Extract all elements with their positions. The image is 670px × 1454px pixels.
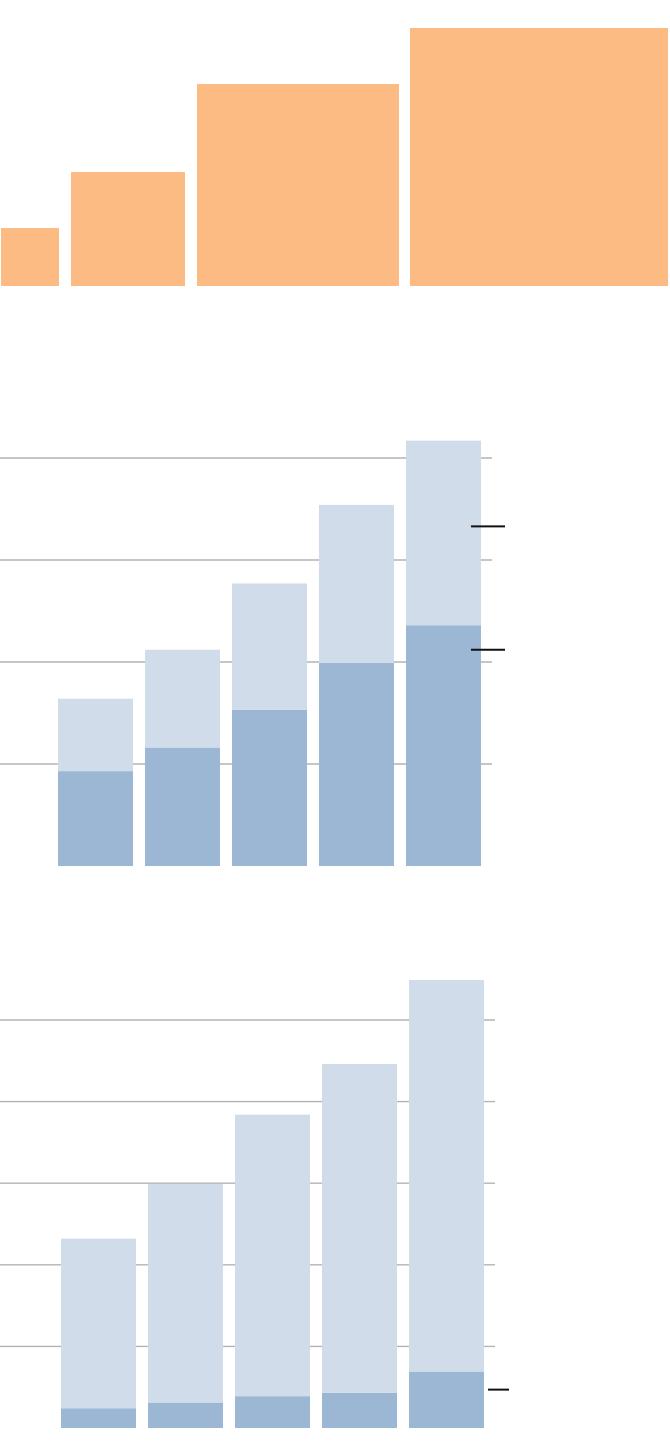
bottom-bar-5-bottom-segment: [409, 1371, 484, 1428]
middle-bar-4-bottom-segment: [319, 663, 394, 866]
bottom-bar-2-top-segment: [148, 1184, 223, 1403]
orange-bar-3: [197, 84, 399, 286]
bottom-bar-3-top-segment: [235, 1114, 310, 1397]
bottom-bar-1-bottom-segment: [61, 1408, 136, 1428]
bottom-bar-3-bottom-segment: [235, 1396, 310, 1428]
middle-bar-5-top-segment: [406, 440, 481, 626]
middle-bar-1-bottom-segment: [58, 771, 133, 866]
orange-bar-4: [410, 28, 668, 286]
bottom-bar-1-top-segment: [61, 1238, 136, 1409]
middle-bar-4-top-segment: [319, 504, 394, 664]
orange-bar-panel: [1, 28, 668, 286]
bottom-bar-5-top-segment: [409, 980, 484, 1372]
stacked-bar-panel-middle: [0, 440, 505, 866]
middle-bar-2-bottom-segment: [145, 747, 220, 866]
middle-bar-5-bottom-segment: [406, 625, 481, 866]
orange-bar-2: [71, 172, 185, 286]
stacked-bar-panel-bottom: [0, 980, 509, 1428]
middle-bar-1-top-segment: [58, 698, 133, 772]
bottom-bar-4-top-segment: [322, 1064, 397, 1393]
middle-bar-3-bottom-segment: [232, 709, 307, 866]
bottom-bar-2-bottom-segment: [148, 1402, 223, 1428]
bottom-bar-4-bottom-segment: [322, 1392, 397, 1428]
middle-bar-2-top-segment: [145, 649, 220, 748]
orange-bar-1: [1, 228, 59, 286]
middle-bar-3-top-segment: [232, 583, 307, 710]
